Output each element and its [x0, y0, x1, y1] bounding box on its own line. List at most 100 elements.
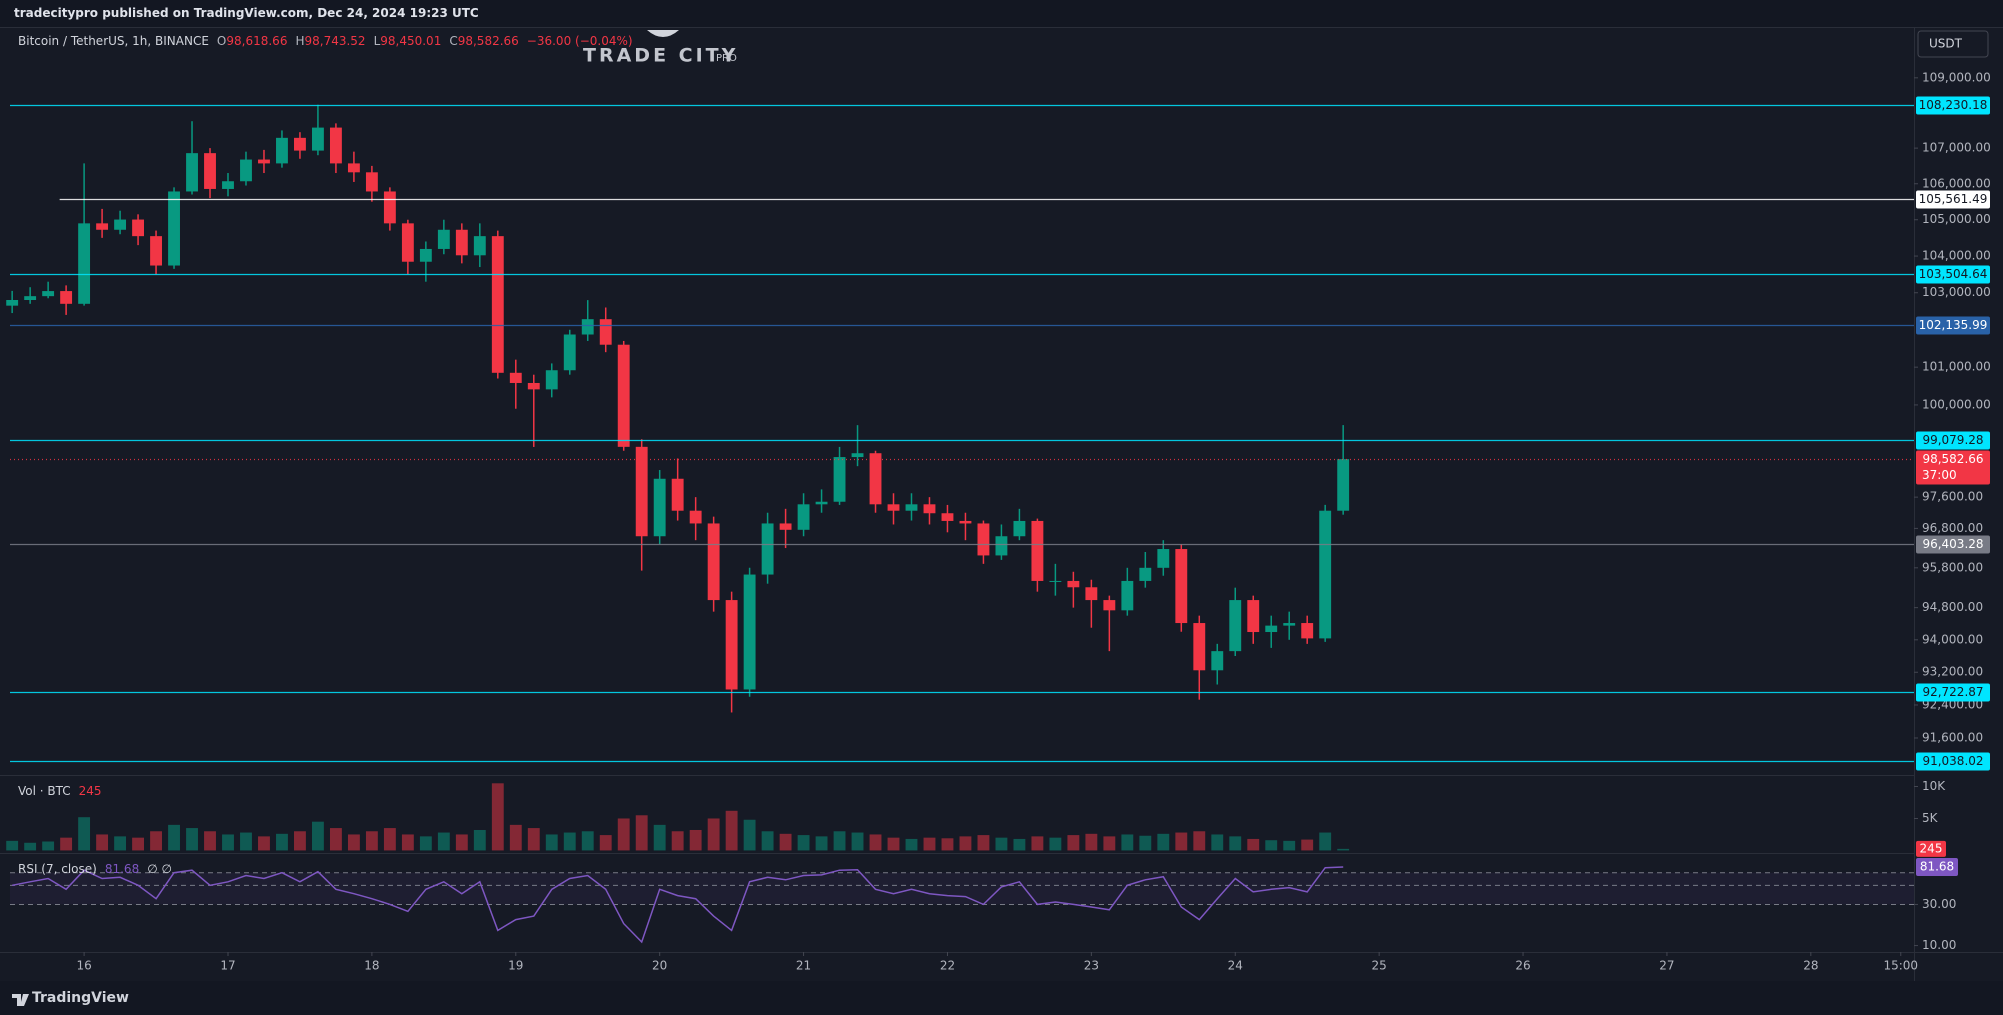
volume-bar: [473, 829, 486, 851]
candle-body: [707, 523, 720, 601]
volume-bar: [96, 834, 109, 851]
volume-title: Vol · BTC: [18, 784, 71, 798]
candle-body: [1031, 520, 1044, 581]
candle-body: [977, 523, 990, 556]
x-tick-label: 19: [508, 959, 523, 973]
volume-bar: [1265, 840, 1278, 851]
volume-bar: [329, 828, 342, 851]
volume-bar: [923, 837, 936, 851]
candle-body: [1193, 623, 1206, 671]
candle-body: [294, 137, 306, 151]
price-label: 102,135.99: [1919, 318, 1988, 332]
candle-body: [599, 319, 612, 345]
candle-body: [995, 536, 1008, 556]
volume-bar: [42, 841, 55, 851]
volume-bar: [1031, 836, 1044, 851]
rsi-title: RSI (7, close): [18, 862, 97, 876]
rsi-last: 81.68: [104, 862, 140, 876]
price-label: 98,582.66: [1922, 452, 1983, 466]
candle-body: [1211, 651, 1224, 671]
volume-bar: [1157, 833, 1170, 851]
candle-body: [329, 127, 342, 164]
price-label: 96,403.28: [1922, 537, 1983, 551]
symbol-title: Bitcoin / TetherUS, 1h, BINANCE: [18, 34, 209, 48]
rsi-extra: ∅ ∅: [147, 862, 172, 876]
volume-bar: [509, 824, 522, 851]
volume-bar: [455, 834, 468, 851]
volume-bar: [599, 835, 612, 851]
y-tick-label: 104,000.00: [1922, 249, 1991, 263]
price-label: 105,561.49: [1919, 192, 1988, 206]
footer-logo: TradingView: [32, 990, 129, 1006]
candle-body: [815, 501, 828, 505]
volume-bar: [869, 834, 882, 851]
volume-bar: [1301, 839, 1314, 851]
volume-bar: [779, 833, 792, 851]
volume-bar: [653, 824, 666, 851]
candle-body: [761, 523, 774, 575]
volume-bar: [491, 783, 504, 851]
price-label-box: [1916, 535, 1990, 554]
volume-bar: [1085, 833, 1098, 851]
candle-body: [509, 372, 522, 383]
ohlc-key: H: [295, 34, 305, 48]
ohlc-value: 98,450.01: [380, 34, 442, 48]
price-label-box: [1916, 96, 1990, 115]
candle-body: [545, 370, 558, 390]
volume-bar: [743, 819, 756, 851]
candle-body: [1067, 580, 1080, 588]
y-tick-label: 109,000.00: [1922, 70, 1991, 84]
y-tick-label: 93,200.00: [1922, 665, 1983, 679]
rsi-last-box: [1916, 857, 1958, 876]
ohlc-value: 98,582.66: [457, 34, 519, 48]
volume-bar: [24, 842, 37, 851]
currency-label[interactable]: USDT: [1929, 37, 1963, 51]
candle-body: [78, 223, 91, 304]
volume-bar: [761, 831, 774, 851]
candle-body: [1085, 587, 1098, 601]
candle-body: [743, 574, 756, 690]
watermark-suffix: PRO: [716, 53, 737, 64]
candle-body: [779, 523, 792, 530]
candle-body: [419, 248, 432, 262]
rsi-last-label: 81.68: [1920, 859, 1954, 873]
price-label-box: [1916, 265, 1990, 284]
candle-body: [1139, 567, 1152, 581]
volume-bar: [977, 835, 990, 851]
candle-body: [959, 520, 972, 524]
volume-bar: [1247, 838, 1260, 851]
volume-last-label: 245: [1920, 841, 1943, 855]
candle-body: [1337, 459, 1350, 511]
price-label: 108,230.18: [1919, 98, 1988, 112]
volume-bar: [383, 828, 396, 851]
volume-bar: [1337, 848, 1350, 851]
candle-body: [1103, 600, 1116, 611]
candle-body: [1157, 549, 1170, 568]
candle-body: [42, 291, 55, 297]
volume-bar: [1049, 837, 1062, 851]
candle-body: [258, 159, 270, 164]
currency-button[interactable]: [1917, 30, 1989, 58]
volume-bar: [1121, 834, 1134, 851]
candle-body: [491, 236, 504, 373]
candle-body: [635, 446, 648, 537]
y-tick-label: 30.00: [1922, 897, 1956, 911]
rsi-line: [12, 866, 1344, 944]
volume-bar: [347, 834, 360, 851]
candle-body: [186, 153, 198, 192]
volume-bar: [419, 836, 432, 851]
volume-bar: [186, 828, 198, 851]
rsi-band: [10, 872, 1914, 905]
price-label-box: [1916, 450, 1990, 485]
y-tick-label: 101,000.00: [1922, 360, 1991, 374]
candle-body: [60, 291, 73, 304]
volume-bar: [995, 837, 1008, 851]
volume-bar: [635, 815, 648, 851]
x-tick-label: 26: [1515, 959, 1530, 973]
volume-bar: [1319, 832, 1332, 851]
x-tick-label: 18: [364, 959, 379, 973]
volume-bar: [6, 840, 19, 851]
volume-bar: [617, 818, 630, 851]
footer-logo-icon: [12, 994, 29, 1006]
